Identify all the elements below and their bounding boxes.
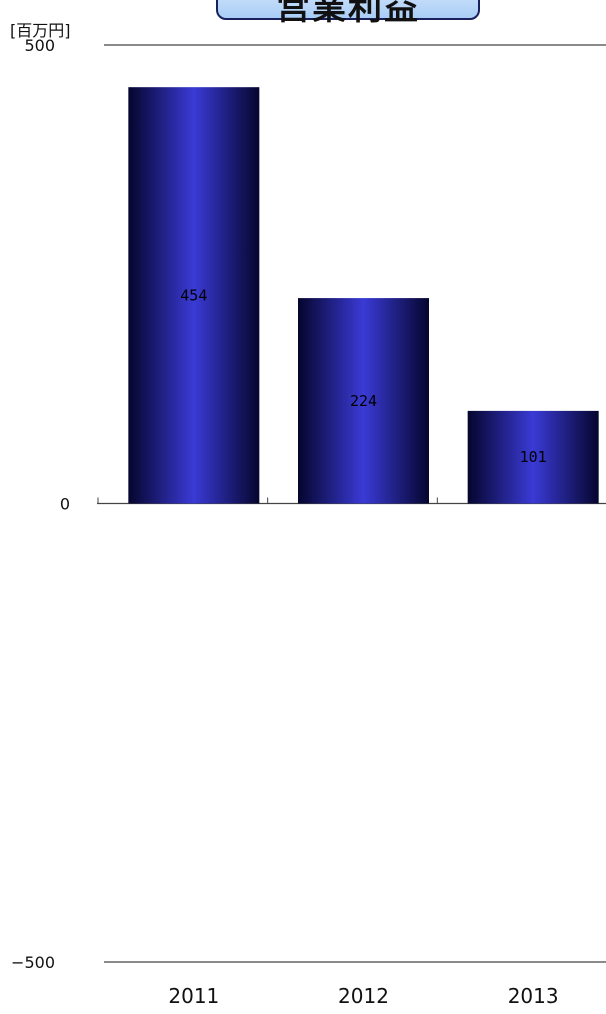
x-tick-label: 2013 [508,984,559,1008]
y-tick-label: −500 [11,953,55,972]
y-tick-label: 0 [60,495,70,514]
bar-2013 [467,410,599,504]
data-label: 224 [350,392,377,410]
y-tick-label: 500 [24,36,55,55]
chart-title: 営業利益 [276,0,420,28]
bar-2011 [128,87,260,504]
bar-2012 [298,298,429,504]
data-label: 454 [180,286,207,304]
x-tick-label: 2011 [168,984,219,1008]
x-tick-label: 2012 [338,984,389,1008]
data-label: 101 [520,448,547,466]
y-axis-unit-label: [百万円] [10,21,71,40]
chart-title-box: 営業利益 [216,0,480,28]
